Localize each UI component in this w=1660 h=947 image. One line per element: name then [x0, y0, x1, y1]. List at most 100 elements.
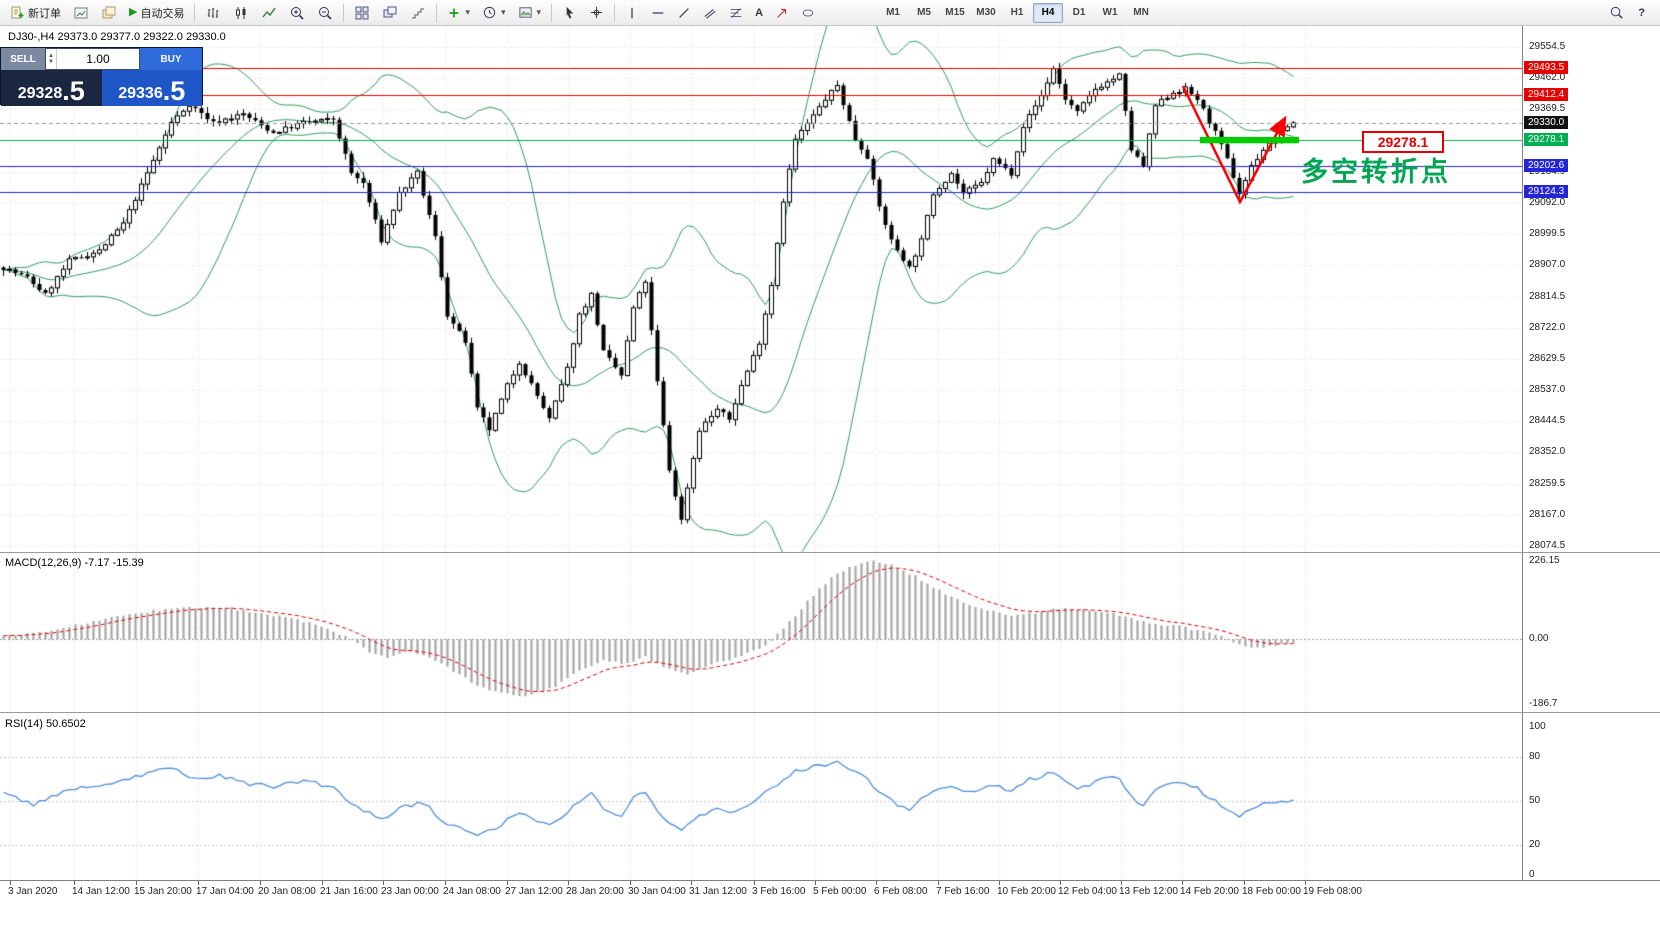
fibonacci-tool-button[interactable]: [724, 1, 748, 25]
time-tick: [1244, 881, 1245, 885]
channel-tool-button[interactable]: [698, 1, 722, 25]
timeframe-group: M1 M5 M15 M30 H1 H4 D1 W1 MN: [878, 2, 1156, 23]
buy-button[interactable]: BUY: [140, 48, 202, 70]
time-label: 14 Jan 12:00: [72, 886, 130, 897]
time-label: 14 Feb 20:00: [1180, 886, 1239, 897]
new-order-label: 新订单: [28, 7, 61, 20]
indicators-button[interactable]: ▾: [442, 1, 475, 25]
time-label: 7 Feb 16:00: [936, 886, 990, 897]
time-label: 27 Jan 12:00: [505, 886, 563, 897]
tab-timeframe-MN[interactable]: MN: [1133, 7, 1149, 18]
sell-price[interactable]: 29328.5: [1, 70, 102, 106]
volume-stepper[interactable]: ▲ ▼: [46, 49, 57, 69]
time-tick: [999, 881, 1000, 885]
tab-timeframe-H1[interactable]: H1: [1010, 7, 1024, 18]
time-tick: [507, 881, 508, 885]
template-icon: [518, 5, 533, 20]
chart-ohlc-title: DJ30-,H4 29373.0 29377.0 29322.0 29330.0: [8, 31, 226, 43]
buy-price[interactable]: 29336.5: [101, 70, 202, 106]
tab-timeframe-W1[interactable]: W1: [1102, 7, 1118, 18]
time-label: 24 Jan 08:00: [443, 886, 501, 897]
time-tick: [1305, 881, 1306, 885]
autotrade-play-icon: ▶: [129, 6, 138, 18]
tab-timeframe-D1[interactable]: D1: [1072, 7, 1086, 18]
new-order-button[interactable]: 新订单: [4, 1, 66, 25]
time-label: 13 Feb 12:00: [1119, 886, 1178, 897]
cursor-icon: [562, 5, 577, 20]
text-tool-button[interactable]: A: [750, 1, 768, 25]
shapes-icon: [801, 6, 815, 20]
tab-timeframe-M15[interactable]: M15: [945, 7, 965, 18]
vline-tool-button[interactable]: [620, 1, 644, 25]
time-label: 30 Jan 04:00: [628, 886, 686, 897]
price-label: 28444.5: [1529, 415, 1566, 427]
profiles-button[interactable]: [96, 1, 122, 25]
time-tick: [938, 881, 939, 885]
price-badge: 29202.6: [1524, 158, 1569, 172]
tile-windows-button[interactable]: [349, 1, 375, 25]
new-chart-button[interactable]: [68, 1, 94, 25]
time-tick: [754, 881, 755, 885]
rsi-indicator-label: RSI(14) 50.6502: [5, 718, 86, 730]
time-label: 18 Feb 00:00: [1242, 886, 1301, 897]
rsi-axis-label: 100: [1529, 721, 1546, 732]
price-label: 28999.5: [1529, 228, 1566, 240]
tab-timeframe-M30[interactable]: M30: [976, 7, 996, 18]
one-click-trade-panel: SELL ▲ ▼ 1.00 BUY 29328.5 29336.5: [0, 47, 203, 106]
cascade-windows-button[interactable]: [377, 1, 403, 25]
line-chart-mode-button[interactable]: [256, 1, 282, 25]
volume-field[interactable]: ▲ ▼ 1.00: [45, 48, 140, 70]
support-highlight-bar: [1200, 137, 1299, 143]
tab-timeframe-M1[interactable]: M1: [886, 7, 900, 18]
price-chart-canvas[interactable]: [0, 26, 1522, 880]
crosshair-tool-button[interactable]: [584, 1, 609, 25]
panel-separator[interactable]: [0, 552, 1660, 553]
toolbar-separator: [343, 3, 345, 22]
sell-button[interactable]: SELL: [1, 48, 45, 70]
help-button[interactable]: ?: [1633, 1, 1650, 25]
price-label: 28907.0: [1529, 259, 1566, 271]
zoom-out-button[interactable]: [312, 1, 338, 25]
candlestick-mode-button[interactable]: [228, 1, 254, 25]
search-button[interactable]: [1604, 1, 1629, 25]
autotrade-button[interactable]: ▶ 自动交易: [124, 1, 189, 25]
channel-icon: [703, 6, 717, 20]
dropdown-caret-icon: ▾: [465, 7, 470, 17]
bar-chart-mode-button[interactable]: [200, 1, 226, 25]
templates-button[interactable]: ▾: [513, 1, 547, 25]
zoom-in-button[interactable]: [284, 1, 310, 25]
panel-separator[interactable]: [0, 712, 1660, 713]
macd-axis-label: -186.7: [1529, 698, 1558, 709]
spin-down-icon[interactable]: ▼: [48, 59, 54, 65]
toolbar-right-group: ?: [1604, 1, 1656, 25]
search-icon: [1609, 5, 1624, 20]
tab-timeframe-H4[interactable]: H4: [1033, 2, 1064, 23]
time-tick: [445, 881, 446, 885]
price-label: 28814.5: [1529, 290, 1566, 302]
candlestick-icon: [233, 5, 249, 21]
shapes-tool-button[interactable]: [796, 1, 820, 25]
price-badge: 29278.1: [1524, 133, 1569, 147]
arrange-windows-button[interactable]: [405, 1, 431, 25]
arrow-tool-button[interactable]: [770, 1, 794, 25]
macd-axis-label: 226.15: [1529, 555, 1560, 566]
new-order-icon: [9, 5, 25, 21]
trendline-tool-button[interactable]: [672, 1, 696, 25]
arrow-tool-icon: [775, 6, 789, 20]
time-tick: [10, 881, 11, 885]
tile-windows-icon: [354, 5, 370, 21]
clock-icon: [482, 5, 497, 20]
price-label: 29462.0: [1529, 72, 1566, 84]
tab-timeframe-M5[interactable]: M5: [917, 7, 931, 18]
cursor-tool-button[interactable]: [557, 1, 582, 25]
time-label: 19 Feb 08:00: [1303, 886, 1362, 897]
price-badge: 29412.4: [1524, 87, 1569, 101]
periods-button[interactable]: ▾: [477, 1, 511, 25]
hline-tool-button[interactable]: [646, 1, 670, 25]
time-label: 21 Jan 16:00: [320, 886, 378, 897]
price-label: 28352.0: [1529, 446, 1566, 458]
arrange-windows-icon: [410, 5, 426, 21]
time-label: 28 Jan 20:00: [566, 886, 624, 897]
spin-up-icon[interactable]: ▲: [48, 53, 54, 59]
price-badge: 29124.3: [1524, 185, 1569, 199]
